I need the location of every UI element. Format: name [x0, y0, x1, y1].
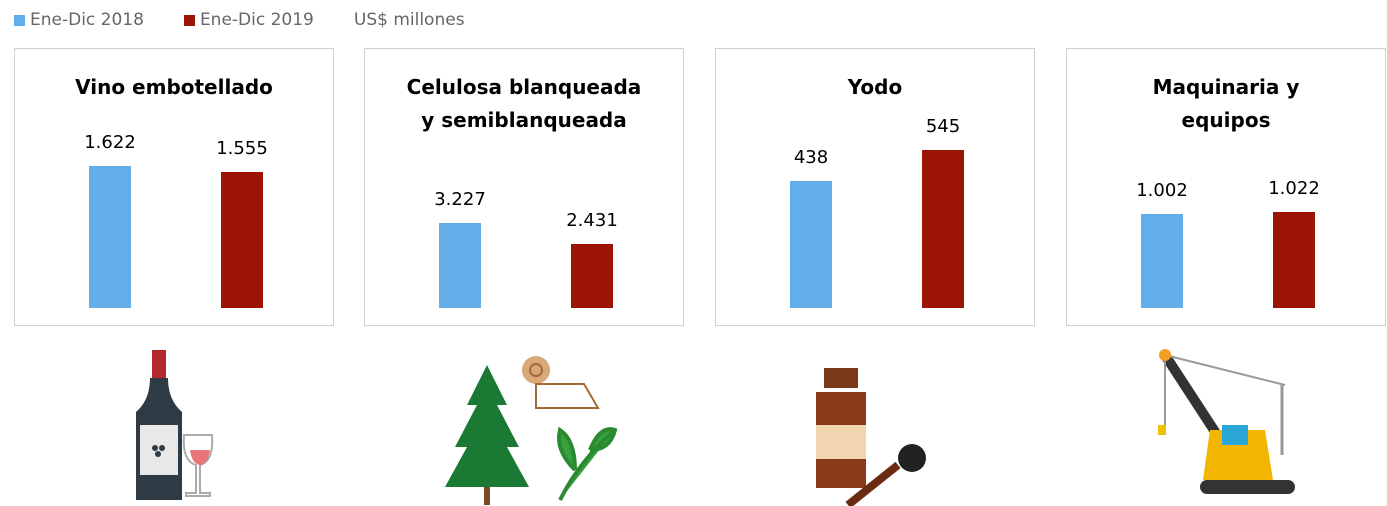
legend-swatch [183, 14, 195, 26]
iodine-icon [816, 368, 926, 506]
chart-panel: Vino embotellado 1.622 1.555 [14, 48, 334, 326]
bar [790, 181, 832, 308]
value-label: 2.431 [566, 209, 618, 231]
bar [89, 165, 131, 308]
legend-item: Ene-Dic 2018 [14, 10, 144, 30]
bar [1273, 212, 1315, 308]
bar [922, 150, 964, 308]
chart-title: Yodo [847, 75, 903, 99]
bar [571, 243, 613, 308]
bar [1141, 214, 1183, 308]
value-label: 3.227 [434, 189, 486, 210]
icons [136, 349, 1295, 506]
chart-title: Maquinaria y equipos [1152, 75, 1300, 132]
wine-icon [136, 350, 214, 500]
value-label: 1.555 [216, 137, 268, 159]
value-label: 1.002 [1136, 180, 1188, 201]
unit-label: US$ millones [353, 10, 465, 30]
bar [439, 223, 481, 308]
chart-panel: Maquinaria y equipos 1.002 1.022 [1066, 48, 1386, 326]
value-label: 1.622 [84, 131, 136, 153]
value-label: 1.022 [1268, 178, 1320, 200]
unit-note: US$ millones [354, 10, 465, 30]
chart-panel: Celulosa blanqueada y semiblanqueada 3.22… [364, 48, 684, 326]
chart-panel: Yodo 438 545 [715, 48, 1035, 326]
legend-item: Ene-Dic 2019 [183, 10, 314, 30]
legend-label: Ene-Dic 2018 [30, 10, 144, 30]
legend-label: Ene-Dic 2019 [199, 10, 314, 30]
tree-icon [445, 356, 618, 505]
legend-swatch [14, 14, 25, 26]
bar [221, 171, 263, 308]
crane-icon [1158, 349, 1295, 494]
chart-title: Vino embotellado [75, 75, 273, 99]
chart-title: Celulosa blanqueada y semiblanqueada [406, 75, 642, 132]
value-label: 545 [925, 116, 961, 138]
legend: Ene-Dic 2018 Ene-Dic 2019 US$ millones [14, 10, 505, 30]
value-label: 438 [793, 147, 829, 169]
